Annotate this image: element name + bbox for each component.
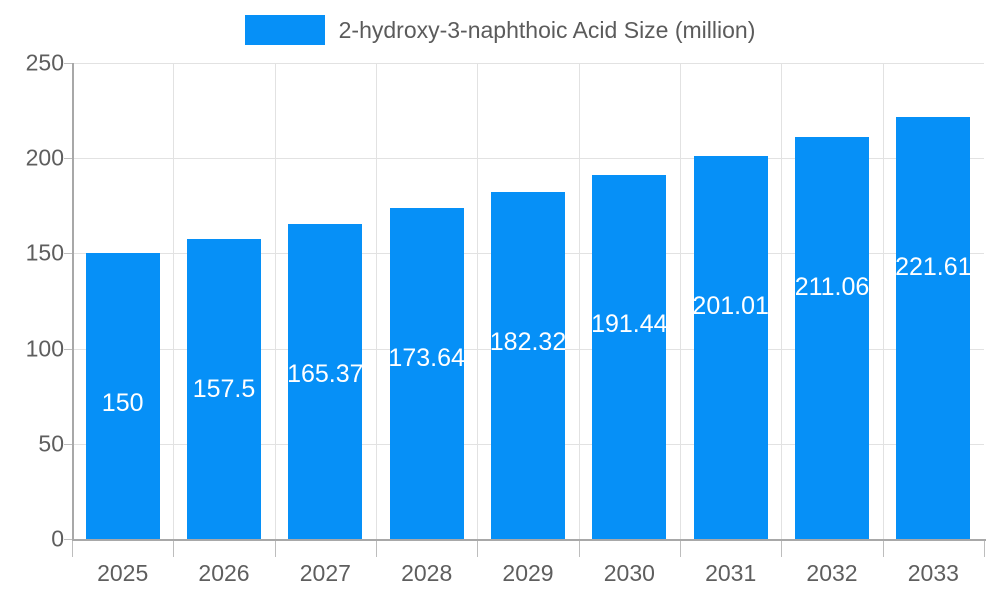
chart-legend: 2-hydroxy-3-naphthoic Acid Size (million… [0, 12, 1000, 48]
x-axis-tick-label: 2029 [502, 560, 554, 586]
x-axis-tick-label: 2030 [603, 560, 655, 586]
y-axis-tick-mark [64, 348, 72, 350]
x-axis-tick-label: 2028 [401, 560, 453, 586]
bar[interactable] [592, 174, 667, 539]
y-axis-tick-label: 0 [51, 525, 64, 552]
gridline-vertical [781, 63, 782, 539]
bar[interactable] [288, 224, 363, 539]
y-axis-tick-mark [64, 63, 72, 64]
gridline-horizontal [72, 158, 984, 160]
legend-series-label: 2-hydroxy-3-naphthoic Acid Size (million… [338, 16, 756, 43]
x-axis-tick-mark [883, 541, 884, 557]
x-axis-tick-label: 2027 [299, 560, 351, 586]
x-axis-line [72, 539, 986, 541]
gridline-vertical [376, 63, 377, 539]
y-axis-tick-label: 100 [25, 335, 64, 362]
x-axis-tick-mark [72, 541, 73, 557]
y-axis-tick-mark [64, 253, 72, 255]
bar[interactable] [491, 191, 565, 539]
legend-color-swatch [244, 15, 325, 45]
plot-area: 150 157.5 165.37 173.64 182.32 191.44 201.01 21… [72, 63, 984, 540]
gridline-horizontal [72, 63, 984, 64]
x-axis-tick-mark [173, 541, 174, 557]
x-axis-tick-mark [680, 541, 681, 557]
gridline-vertical [275, 63, 276, 539]
x-axis-tick-mark [579, 541, 580, 557]
bar[interactable] [896, 117, 971, 539]
y-axis-line [72, 63, 74, 540]
y-axis-tick-mark [64, 539, 72, 540]
x-axis-tick-label: 2025 [97, 560, 149, 586]
gridline-vertical [477, 63, 478, 539]
gridline-vertical [680, 63, 681, 539]
bar[interactable] [85, 253, 160, 539]
bar[interactable] [187, 239, 261, 539]
x-axis-tick-mark [376, 541, 377, 557]
gridline-vertical [883, 63, 884, 539]
x-axis-tick-label: 2026 [198, 560, 250, 586]
y-axis-tick-mark [64, 158, 72, 160]
bar[interactable] [389, 208, 464, 539]
y-axis-tick-label: 250 [25, 49, 64, 76]
gridline-vertical [579, 63, 580, 539]
gridline-vertical [173, 63, 174, 539]
x-axis-tick-mark [984, 541, 985, 557]
y-axis-tick-label: 150 [25, 239, 64, 266]
y-axis-tick-label: 50 [38, 430, 64, 457]
y-axis-tick-mark [64, 443, 72, 445]
x-axis-tick-mark [477, 541, 478, 557]
bar[interactable] [693, 156, 768, 539]
bar[interactable] [795, 137, 869, 539]
x-axis-tick-label: 2031 [705, 560, 757, 586]
x-axis-tick-label: 2032 [806, 560, 858, 586]
x-axis-tick-label: 2033 [907, 560, 959, 586]
y-axis-tick-label: 200 [25, 144, 64, 171]
y-axis-ticks: 0 50 100 150 200 250 [0, 0, 72, 600]
x-axis-tick-mark [275, 541, 276, 557]
x-axis-tick-mark [781, 541, 782, 557]
